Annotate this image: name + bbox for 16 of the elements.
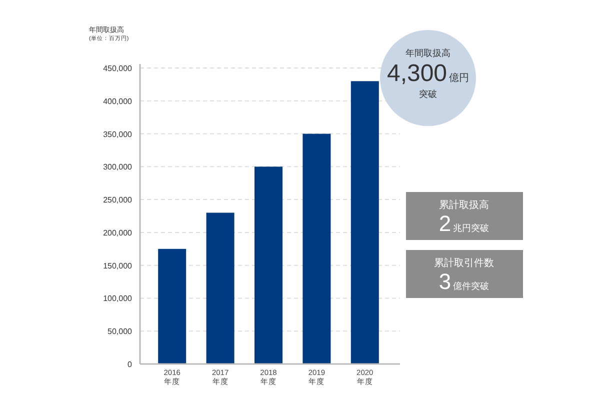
annotation: 4,300億円 bbox=[386, 60, 470, 87]
y-tick-label: 250,000 bbox=[103, 196, 133, 205]
y-tick-label: 100,000 bbox=[103, 294, 133, 304]
bar bbox=[350, 81, 379, 364]
y-tick-label: 400,000 bbox=[103, 96, 133, 106]
y-tick-label: 300,000 bbox=[103, 162, 133, 172]
y-tick-label: 450,000 bbox=[103, 64, 133, 73]
bar bbox=[254, 166, 282, 364]
bar bbox=[302, 134, 331, 364]
y-tick-label: 200,000 bbox=[103, 228, 133, 238]
bar bbox=[158, 248, 186, 364]
y-tick-label: 0 bbox=[128, 360, 133, 369]
y-tick-label: 150,000 bbox=[103, 261, 133, 270]
y-tick-label: 350,000 bbox=[103, 130, 133, 139]
bar bbox=[206, 212, 234, 364]
y-tick-label: 50,000 bbox=[108, 327, 133, 336]
